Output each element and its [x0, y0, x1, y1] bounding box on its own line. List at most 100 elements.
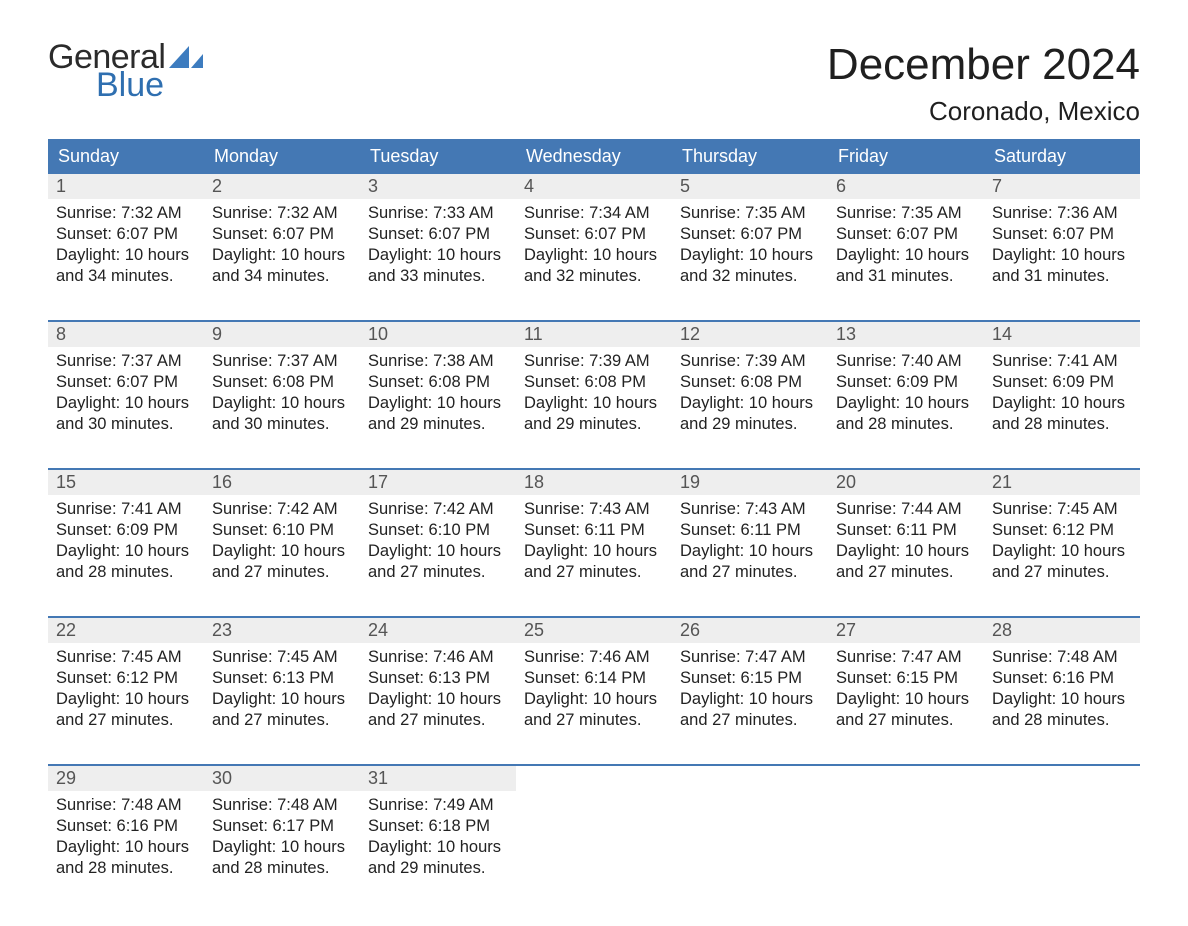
sunrise-value: 7:46 AM	[433, 648, 494, 666]
day-details: Sunrise: 7:48 AMSunset: 6:16 PMDaylight:…	[984, 643, 1140, 735]
daylight-line: Daylight: 10 hours and 28 minutes.	[56, 541, 196, 583]
daylight-label: Daylight:	[836, 394, 905, 412]
day-details: Sunrise: 7:48 AMSunset: 6:17 PMDaylight:…	[204, 791, 360, 883]
day-details: Sunrise: 7:43 AMSunset: 6:11 PMDaylight:…	[516, 495, 672, 587]
sunrise-value: 7:39 AM	[589, 352, 650, 370]
calendar-day	[828, 766, 984, 886]
sunrise-line: Sunrise: 7:45 AM	[56, 647, 196, 668]
sunrise-line: Sunrise: 7:32 AM	[56, 203, 196, 224]
sunrise-value: 7:45 AM	[277, 648, 338, 666]
sunrise-label: Sunrise:	[368, 352, 433, 370]
sunrise-label: Sunrise:	[524, 204, 589, 222]
day-details: Sunrise: 7:32 AMSunset: 6:07 PMDaylight:…	[48, 199, 204, 291]
sunset-line: Sunset: 6:11 PM	[836, 520, 976, 541]
sunrise-line: Sunrise: 7:32 AM	[212, 203, 352, 224]
weekday-header: Tuesday	[360, 139, 516, 174]
sunrise-value: 7:32 AM	[277, 204, 338, 222]
sunset-value: 6:16 PM	[117, 817, 178, 835]
sunset-line: Sunset: 6:18 PM	[368, 816, 508, 837]
daylight-label: Daylight:	[836, 690, 905, 708]
sunrise-value: 7:49 AM	[433, 796, 494, 814]
sunrise-label: Sunrise:	[680, 648, 745, 666]
calendar-day: 31Sunrise: 7:49 AMSunset: 6:18 PMDayligh…	[360, 766, 516, 886]
sunrise-label: Sunrise:	[992, 204, 1057, 222]
sunset-line: Sunset: 6:13 PM	[368, 668, 508, 689]
sunset-label: Sunset:	[680, 225, 741, 243]
daylight-line: Daylight: 10 hours and 29 minutes.	[680, 393, 820, 435]
day-details: Sunrise: 7:45 AMSunset: 6:12 PMDaylight:…	[48, 643, 204, 735]
day-number: 3	[360, 174, 516, 199]
daylight-line: Daylight: 10 hours and 27 minutes.	[680, 689, 820, 731]
sunrise-label: Sunrise:	[524, 648, 589, 666]
sunset-label: Sunset:	[368, 669, 429, 687]
day-number: 29	[48, 766, 204, 791]
day-number: 7	[984, 174, 1140, 199]
daylight-label: Daylight:	[368, 542, 437, 560]
sunrise-label: Sunrise:	[212, 648, 277, 666]
daylight-line: Daylight: 10 hours and 32 minutes.	[680, 245, 820, 287]
day-details: Sunrise: 7:40 AMSunset: 6:09 PMDaylight:…	[828, 347, 984, 439]
sunset-label: Sunset:	[992, 373, 1053, 391]
daylight-line: Daylight: 10 hours and 27 minutes.	[524, 689, 664, 731]
sunset-label: Sunset:	[368, 225, 429, 243]
calendar-day	[516, 766, 672, 886]
sunrise-label: Sunrise:	[680, 204, 745, 222]
sunrise-line: Sunrise: 7:46 AM	[368, 647, 508, 668]
day-number: 8	[48, 322, 204, 347]
calendar-day: 5Sunrise: 7:35 AMSunset: 6:07 PMDaylight…	[672, 174, 828, 294]
sunset-value: 6:07 PM	[897, 225, 958, 243]
sunset-value: 6:11 PM	[741, 521, 801, 539]
daylight-line: Daylight: 10 hours and 32 minutes.	[524, 245, 664, 287]
day-number: 22	[48, 618, 204, 643]
calendar-day: 3Sunrise: 7:33 AMSunset: 6:07 PMDaylight…	[360, 174, 516, 294]
sunset-line: Sunset: 6:11 PM	[524, 520, 664, 541]
day-number: 13	[828, 322, 984, 347]
sunset-label: Sunset:	[212, 373, 273, 391]
sunrise-line: Sunrise: 7:47 AM	[680, 647, 820, 668]
sunset-label: Sunset:	[368, 373, 429, 391]
sunset-value: 6:09 PM	[117, 521, 178, 539]
day-details: Sunrise: 7:39 AMSunset: 6:08 PMDaylight:…	[672, 347, 828, 439]
sunset-value: 6:09 PM	[1053, 373, 1114, 391]
sunset-line: Sunset: 6:13 PM	[212, 668, 352, 689]
sunrise-line: Sunrise: 7:34 AM	[524, 203, 664, 224]
daylight-line: Daylight: 10 hours and 34 minutes.	[212, 245, 352, 287]
sunrise-value: 7:44 AM	[901, 500, 962, 518]
sunset-value: 6:18 PM	[429, 817, 490, 835]
sunrise-value: 7:48 AM	[1057, 648, 1118, 666]
day-number: 18	[516, 470, 672, 495]
calendar-day: 18Sunrise: 7:43 AMSunset: 6:11 PMDayligh…	[516, 470, 672, 590]
sunrise-label: Sunrise:	[368, 648, 433, 666]
sunset-label: Sunset:	[56, 225, 117, 243]
sunrise-value: 7:46 AM	[589, 648, 650, 666]
calendar-day: 10Sunrise: 7:38 AMSunset: 6:08 PMDayligh…	[360, 322, 516, 442]
sunset-label: Sunset:	[56, 521, 117, 539]
day-details: Sunrise: 7:37 AMSunset: 6:08 PMDaylight:…	[204, 347, 360, 439]
sunrise-line: Sunrise: 7:33 AM	[368, 203, 508, 224]
sunset-line: Sunset: 6:09 PM	[992, 372, 1132, 393]
daylight-label: Daylight:	[524, 542, 593, 560]
daylight-label: Daylight:	[56, 690, 125, 708]
sunset-value: 6:13 PM	[429, 669, 490, 687]
sunset-value: 6:07 PM	[273, 225, 334, 243]
sunrise-label: Sunrise:	[56, 352, 121, 370]
sunrise-line: Sunrise: 7:41 AM	[992, 351, 1132, 372]
day-number: 5	[672, 174, 828, 199]
sunset-label: Sunset:	[992, 669, 1053, 687]
calendar-day: 19Sunrise: 7:43 AMSunset: 6:11 PMDayligh…	[672, 470, 828, 590]
sunrise-value: 7:42 AM	[433, 500, 494, 518]
sunset-value: 6:13 PM	[273, 669, 334, 687]
sunrise-line: Sunrise: 7:45 AM	[992, 499, 1132, 520]
sunrise-label: Sunrise:	[212, 796, 277, 814]
day-number: 21	[984, 470, 1140, 495]
daylight-label: Daylight:	[992, 690, 1061, 708]
day-number: 6	[828, 174, 984, 199]
sunrise-value: 7:35 AM	[901, 204, 962, 222]
daylight-line: Daylight: 10 hours and 30 minutes.	[56, 393, 196, 435]
daylight-label: Daylight:	[56, 838, 125, 856]
day-details: Sunrise: 7:46 AMSunset: 6:14 PMDaylight:…	[516, 643, 672, 735]
brand-logo: General Blue	[48, 40, 203, 102]
day-details: Sunrise: 7:36 AMSunset: 6:07 PMDaylight:…	[984, 199, 1140, 291]
daylight-label: Daylight:	[212, 838, 281, 856]
day-number: 27	[828, 618, 984, 643]
